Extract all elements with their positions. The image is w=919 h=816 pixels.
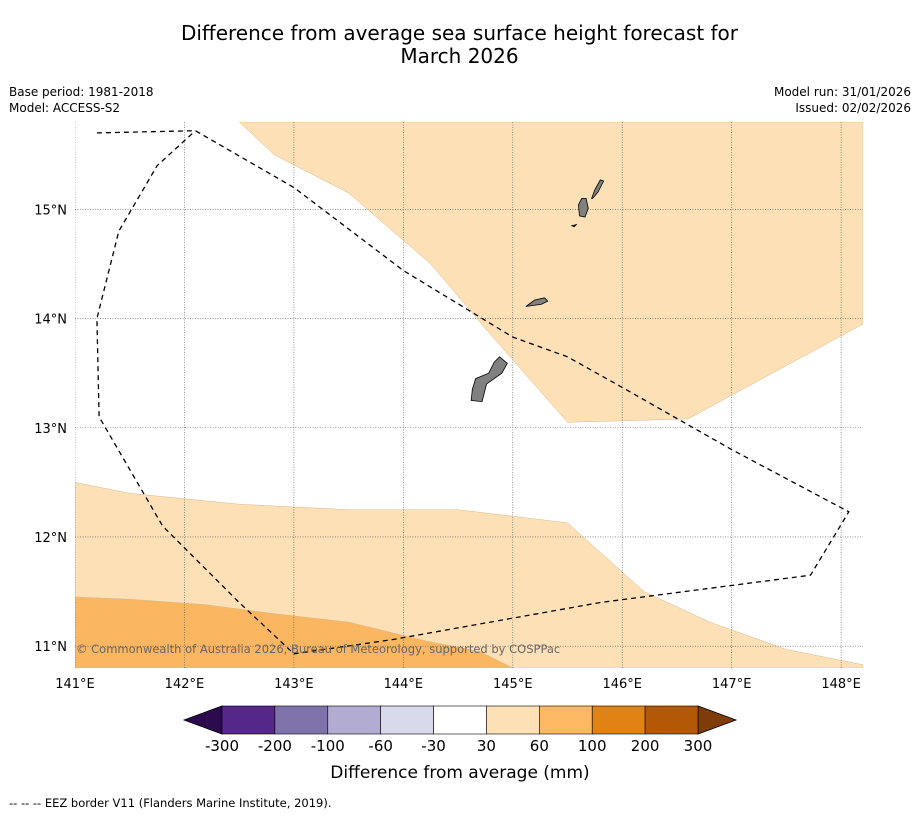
x-tick-label-6: 147°E [712,677,752,692]
graticule [75,122,863,668]
colorbar-tick-0: -300 [205,737,239,755]
island-4 [570,223,578,228]
eez-border [96,130,850,655]
island-1 [525,297,549,307]
x-axis-ticks: 141°E 142°E 143°E 144°E 145°E 146°E 147°E 148°E [55,677,861,692]
x-tick-label-3: 144°E [384,677,424,692]
meta-right: Model run: 31/01/2026 Issued: 02/02/2026 [774,84,911,116]
colorbar-segment-8 [644,705,699,735]
colorbar-tick-5: 30 [477,737,496,755]
x-tick-label-2: 143°E [274,677,314,692]
colorbar-tick-7: 100 [578,737,607,755]
colorbar-segment-1 [274,705,329,735]
y-tick-label-2: 13°N [34,422,67,437]
island-0 [470,356,508,403]
copyright-note: © Commonwealth of Australia 2026, Bureau… [76,642,560,656]
meta-left: Base period: 1981-2018 Model: ACCESS-S2 [9,84,154,116]
colorbar: -300 -200 -100 -60 -30 30 60 100 200 300 [182,705,738,755]
x-tick-label-7: 148°E [821,677,861,692]
colorbar-segment-4 [433,705,487,735]
y-axis-ticks: 11°N 12°N 13°N 14°N 15°N [34,203,67,655]
x-tick-label-5: 146°E [602,677,642,692]
contour-region-0 [238,122,863,423]
x-tick-label-1: 142°E [165,677,205,692]
chart-title-line1: Difference from average sea surface heig… [180,21,739,45]
colorbar-tick-8: 200 [631,737,660,755]
colorbar-tick-6: 60 [530,737,549,755]
model-name: Model: ACCESS-S2 [9,101,121,115]
colorbar-segment-0 [221,705,276,735]
x-tick-label-0: 141°E [55,677,95,692]
colorbar-over-arrow [697,705,738,735]
eez-border-layer [96,130,850,655]
colorbar-tick-3: -60 [368,737,393,755]
colorbar-segment-3 [380,705,434,735]
colorbar-segment-6 [539,705,593,735]
colorbar-segment-2 [327,705,381,735]
colorbar-label: Difference from average (mm) [330,763,589,783]
chart-title-line2: March 2026 [400,44,519,68]
y-tick-label-1: 12°N [34,531,67,546]
islands [470,179,605,403]
colorbar-tick-2: -100 [311,737,345,755]
model-run: Model run: 31/01/2026 [773,85,911,99]
island-2 [577,197,589,218]
base-period: Base period: 1981-2018 [9,85,154,99]
contour-regions [75,122,863,668]
y-tick-label-0: 11°N [34,640,67,655]
colorbar-under-arrow [182,705,223,735]
issued-date: Issued: 02/02/2026 [795,101,911,115]
colorbar-tick-4: -30 [421,737,446,755]
eez-footnote: -- -- -- EEZ border V11 (Flanders Marine… [9,796,332,810]
colorbar-tick-1: -200 [258,737,292,755]
colorbar-segment-5 [486,705,540,735]
island-3 [591,179,605,199]
y-tick-label-3: 14°N [34,313,67,328]
colorbar-segment-7 [591,705,646,735]
chart-title: Difference from average sea surface heig… [0,22,919,68]
colorbar-tick-9: 300 [684,737,713,755]
x-tick-label-4: 145°E [493,677,533,692]
y-tick-label-4: 15°N [34,203,67,218]
